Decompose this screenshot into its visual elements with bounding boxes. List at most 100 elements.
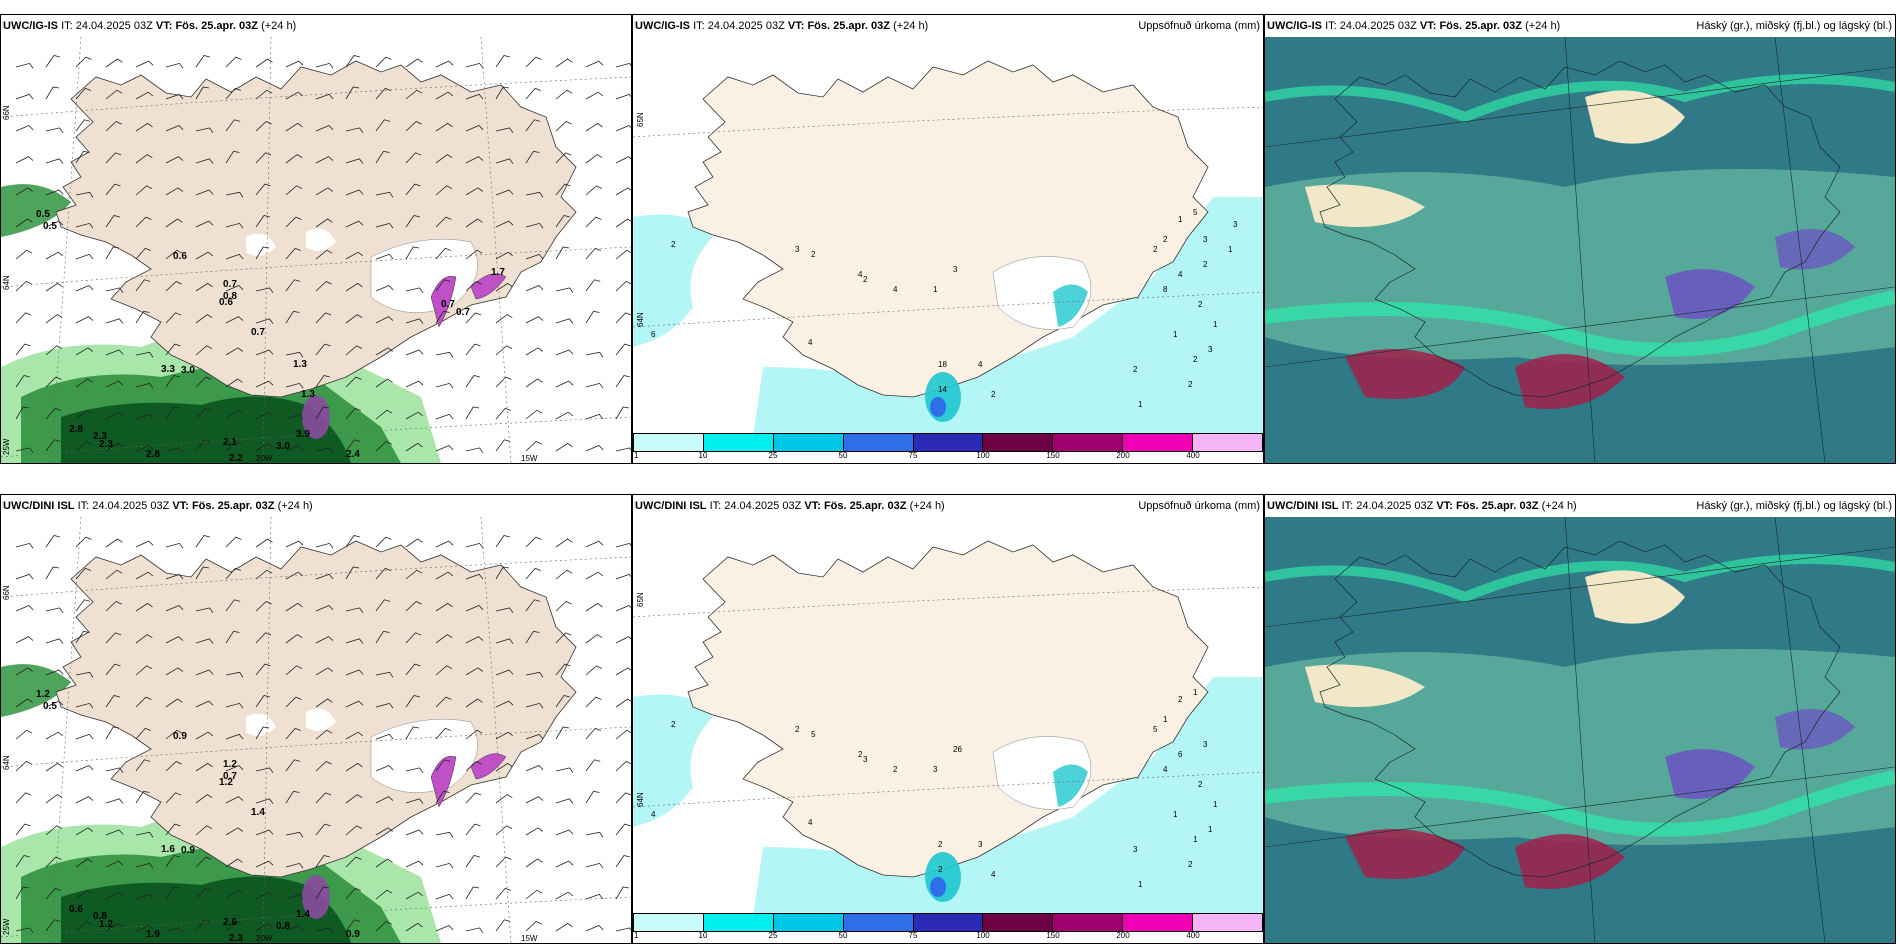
wind-barb: [375, 316, 394, 324]
value-label: 1.3: [301, 389, 315, 400]
it-label: IT:: [709, 500, 722, 512]
model-name: UWC/IG-IS: [3, 20, 58, 32]
graticule: [1, 37, 631, 463]
wind-barb: [15, 927, 34, 934]
wind-barb: [555, 287, 574, 294]
vt-value: Fös. 25.apr. 03Z: [175, 20, 258, 32]
vt-value: Fös. 25.apr. 03Z: [1455, 500, 1539, 512]
wind-barb: [435, 216, 452, 228]
wind-barb: [555, 829, 574, 836]
wind-barb: [165, 93, 184, 100]
wind-barb: [135, 185, 153, 196]
wind-barb: [375, 253, 394, 260]
wind-barb: [45, 825, 63, 836]
wind-barb: [525, 56, 542, 68]
wind-barb: [105, 601, 122, 612]
wind-barb: [255, 569, 273, 580]
value-label: 4: [893, 285, 898, 294]
value-label: 1.3: [293, 359, 307, 370]
wind-barb: [255, 349, 274, 356]
wind-barb: [405, 121, 422, 132]
wind-barb: [195, 282, 213, 292]
value-label: 0.6: [173, 251, 187, 262]
axis-label: 64N: [636, 312, 645, 327]
wind-barb: [75, 441, 92, 452]
wind-barb: [495, 825, 513, 836]
wind-barb: [225, 858, 243, 868]
wind-barb: [375, 630, 390, 644]
wind-barb: [585, 216, 602, 228]
wind-barb: [495, 731, 514, 740]
wind-barb: [375, 889, 393, 900]
wind-barb: [285, 60, 304, 68]
wind-barb: [75, 733, 94, 740]
it-value: 24.04.2025 03Z: [75, 20, 153, 32]
value-label: 0.8: [93, 911, 107, 922]
wind-barb: [585, 665, 603, 676]
map-title: Uppsöfnuð úrkoma (mm): [1138, 20, 1260, 32]
wind-barb: [285, 216, 302, 228]
colorbar-tick: 75: [908, 931, 918, 940]
wind-barb: [495, 439, 511, 452]
wind-barb: [525, 119, 541, 132]
precip-area-dark: [61, 876, 351, 943]
value-label: 26: [953, 745, 962, 754]
vt-label: VT:: [172, 500, 189, 512]
wind-barb: [435, 60, 454, 68]
wind-barb: [345, 439, 361, 452]
wind-barb: [255, 922, 273, 932]
wind-barb: [525, 733, 544, 740]
wind-barb: [315, 343, 331, 356]
wind-barb: [165, 761, 182, 772]
wind-barb: [195, 638, 214, 644]
wind-barb: [15, 249, 33, 260]
panel-precip-igis: UWC/IG-IS IT: 24.04.2025 03Z VT: Fös. 25…: [632, 14, 1264, 464]
wind-barb: [75, 765, 94, 772]
wind-barb: [525, 285, 544, 292]
value-label: 1: [1213, 320, 1218, 329]
wind-barb: [195, 535, 210, 548]
value-label: 0.5: [36, 209, 50, 220]
wind-barb: [375, 671, 394, 678]
value-label: 3: [953, 265, 958, 274]
wind-barb: [405, 215, 420, 228]
vt-value: Fös. 25.apr. 03Z: [807, 20, 890, 32]
wind-barb: [15, 156, 34, 164]
wind-barb: [465, 855, 480, 868]
wind-barb: [495, 189, 514, 196]
mid-cloud-area: [1345, 349, 1465, 399]
wind-barb: [585, 310, 600, 324]
wind-barb: [135, 831, 154, 838]
wind-barb: [285, 91, 304, 100]
wind-barb: [495, 919, 511, 932]
wind-barb: [195, 762, 213, 772]
colorbar-swatch: [843, 913, 914, 932]
wind-barb: [45, 856, 62, 868]
wind-barb: [165, 218, 183, 228]
wind-barb: [285, 154, 303, 164]
wind-barb: [495, 700, 514, 708]
cloud-cream-area: [1585, 90, 1685, 144]
wind-barb: [465, 281, 482, 292]
it-value: 24.04.2025 03Z: [707, 20, 785, 32]
wind-barb: [405, 601, 422, 612]
wind-barb: [495, 887, 511, 900]
axis-label: 65N: [636, 592, 645, 607]
wind-barb: [525, 827, 543, 836]
value-label: 2: [1188, 860, 1193, 869]
cloud-cream-area: [1585, 570, 1685, 624]
mid-cloud-area: [1345, 829, 1465, 879]
colorbar-tick: 25: [768, 931, 778, 940]
wind-barb: [615, 927, 631, 932]
value-label: 4: [978, 360, 983, 369]
wind-barb: [45, 731, 64, 740]
wind-barb: [45, 535, 60, 548]
wind-barb: [615, 156, 631, 164]
wind-barb: [615, 93, 631, 100]
wind-barb: [495, 127, 514, 134]
value-label: 3: [1203, 740, 1208, 749]
model-name: UWC/DINI ISL: [635, 500, 707, 512]
value-label: 3: [933, 765, 938, 774]
wind-barb: [405, 246, 420, 260]
wind-barb: [345, 127, 364, 134]
